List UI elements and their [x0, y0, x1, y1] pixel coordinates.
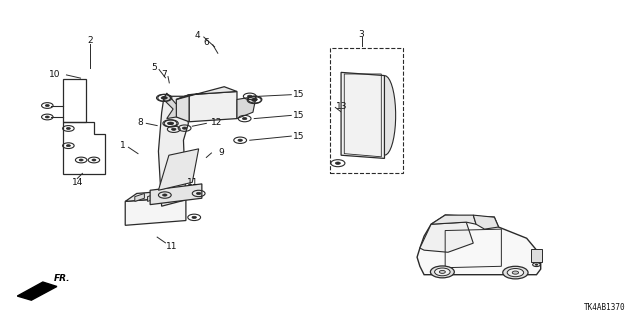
Circle shape	[168, 122, 172, 124]
Circle shape	[182, 127, 187, 129]
Circle shape	[335, 162, 340, 164]
Circle shape	[252, 99, 257, 101]
Polygon shape	[150, 184, 202, 204]
Circle shape	[503, 266, 528, 279]
Polygon shape	[385, 76, 396, 155]
Polygon shape	[17, 282, 57, 300]
Text: 13: 13	[336, 102, 348, 111]
Polygon shape	[237, 96, 256, 119]
Circle shape	[238, 139, 243, 141]
Circle shape	[67, 145, 70, 147]
Circle shape	[196, 192, 201, 195]
Circle shape	[431, 266, 454, 278]
Circle shape	[172, 128, 176, 130]
Polygon shape	[176, 95, 189, 122]
Text: 6: 6	[204, 38, 209, 47]
Circle shape	[45, 116, 49, 118]
Polygon shape	[431, 215, 476, 224]
Text: 12: 12	[211, 118, 222, 127]
Polygon shape	[164, 93, 176, 119]
Text: 2: 2	[87, 36, 93, 45]
Text: 11: 11	[166, 242, 177, 251]
Circle shape	[161, 97, 166, 99]
Polygon shape	[417, 215, 541, 275]
Polygon shape	[125, 189, 197, 201]
Circle shape	[169, 122, 173, 124]
Circle shape	[243, 117, 247, 120]
Text: 9: 9	[218, 148, 224, 156]
Text: 5: 5	[151, 63, 157, 72]
Polygon shape	[125, 197, 186, 225]
Polygon shape	[159, 149, 198, 190]
Polygon shape	[159, 96, 188, 206]
Polygon shape	[135, 194, 145, 201]
Text: TK4AB1370: TK4AB1370	[584, 303, 625, 312]
Text: 7: 7	[161, 70, 167, 79]
Bar	[531, 249, 541, 262]
Polygon shape	[341, 72, 385, 158]
Circle shape	[512, 271, 518, 274]
Circle shape	[435, 268, 450, 276]
Text: 11: 11	[186, 178, 198, 187]
Circle shape	[535, 264, 538, 265]
Polygon shape	[176, 87, 237, 100]
Circle shape	[440, 270, 445, 273]
Polygon shape	[148, 194, 157, 201]
Text: 8: 8	[137, 118, 143, 127]
Bar	[330, 49, 403, 173]
Polygon shape	[161, 194, 170, 201]
Circle shape	[163, 194, 167, 196]
Circle shape	[92, 159, 96, 161]
Polygon shape	[473, 215, 499, 229]
Circle shape	[252, 98, 257, 101]
Circle shape	[45, 105, 49, 107]
Circle shape	[163, 97, 167, 99]
Circle shape	[248, 95, 252, 97]
Text: 4: 4	[195, 31, 200, 40]
Circle shape	[67, 127, 70, 130]
Text: 15: 15	[293, 132, 305, 140]
Text: 1: 1	[120, 141, 126, 150]
Circle shape	[507, 268, 524, 277]
Text: 3: 3	[358, 30, 364, 39]
Circle shape	[192, 216, 196, 219]
Text: 14: 14	[72, 178, 83, 187]
Text: 15: 15	[293, 111, 305, 120]
Circle shape	[79, 159, 83, 161]
Polygon shape	[420, 222, 473, 252]
Text: 15: 15	[293, 90, 305, 99]
Text: 10: 10	[49, 70, 61, 79]
Polygon shape	[189, 92, 237, 122]
Text: FR.: FR.	[54, 274, 70, 283]
